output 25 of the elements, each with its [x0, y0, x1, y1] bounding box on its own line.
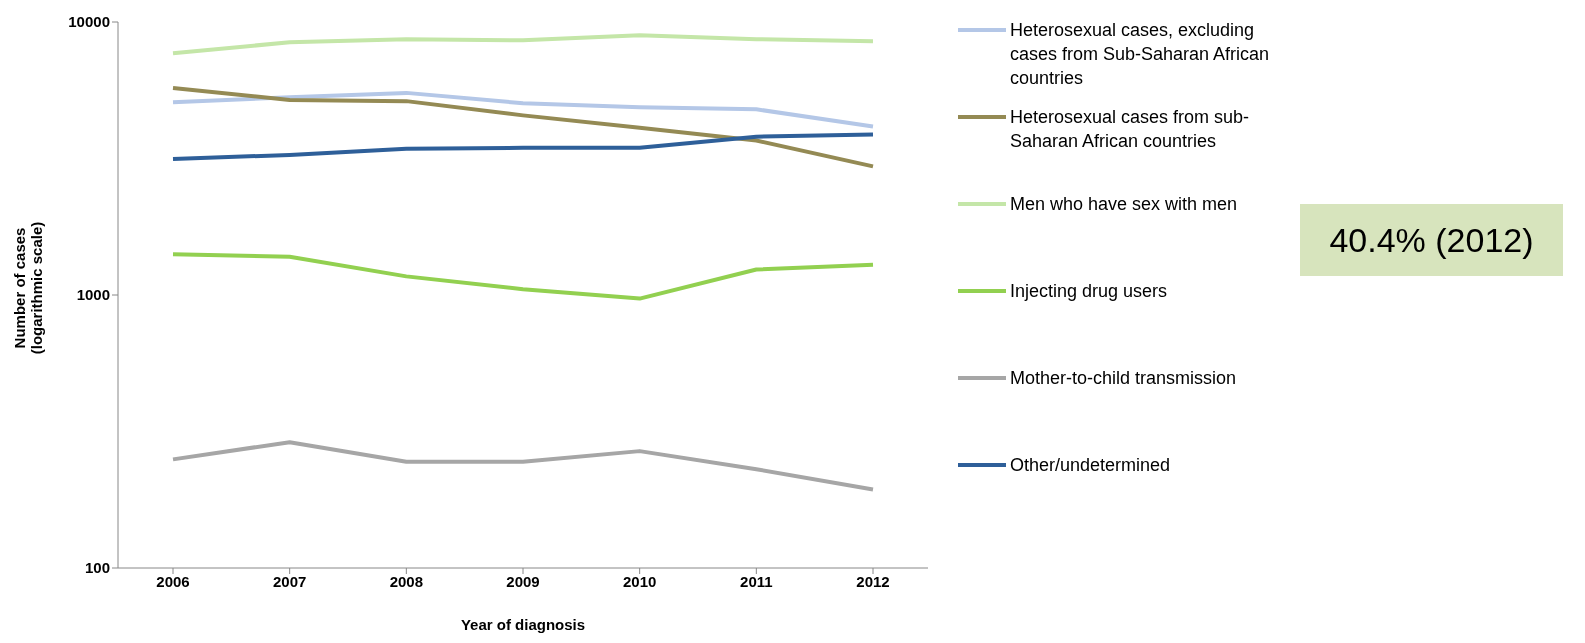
legend-label: Men who have sex with men	[1010, 193, 1238, 216]
legend-label: Other/undetermined	[1010, 454, 1171, 477]
line-series	[171, 132, 875, 161]
line-series	[171, 90, 875, 129]
line-series	[171, 86, 875, 169]
x-axis-title: Year of diagnosis	[460, 616, 586, 633]
line-series	[171, 440, 875, 492]
y-tick-label: 1000	[76, 286, 110, 304]
legend-label: Heterosexual cases from sub-Saharan African countries	[1010, 106, 1251, 153]
x-tick-label: 2007	[272, 572, 307, 590]
legend-label: Heterosexual cases, excluding cases from Sub-Saharan African countries	[1010, 19, 1271, 90]
y-tick-label: 100	[84, 559, 110, 577]
legend-label: Mother-to-child transmission	[1010, 367, 1237, 390]
x-tick-label: 2010	[622, 572, 657, 590]
x-tick-label: 2012	[856, 572, 890, 590]
line-series	[171, 252, 875, 301]
x-tick-label: 2011	[740, 572, 773, 590]
line-series	[171, 33, 875, 56]
legend-label: Injecting drug users	[1010, 280, 1168, 303]
y-tick-label: 10000	[68, 13, 110, 31]
x-tick-label: 2009	[506, 572, 540, 590]
x-tick-label: 2006	[156, 572, 190, 590]
y-axis-title: Number of cases (logarithmic scale)	[11, 221, 46, 355]
text: 40.4% (2012)	[1300, 204, 1563, 276]
x-tick-label: 2008	[389, 572, 424, 590]
